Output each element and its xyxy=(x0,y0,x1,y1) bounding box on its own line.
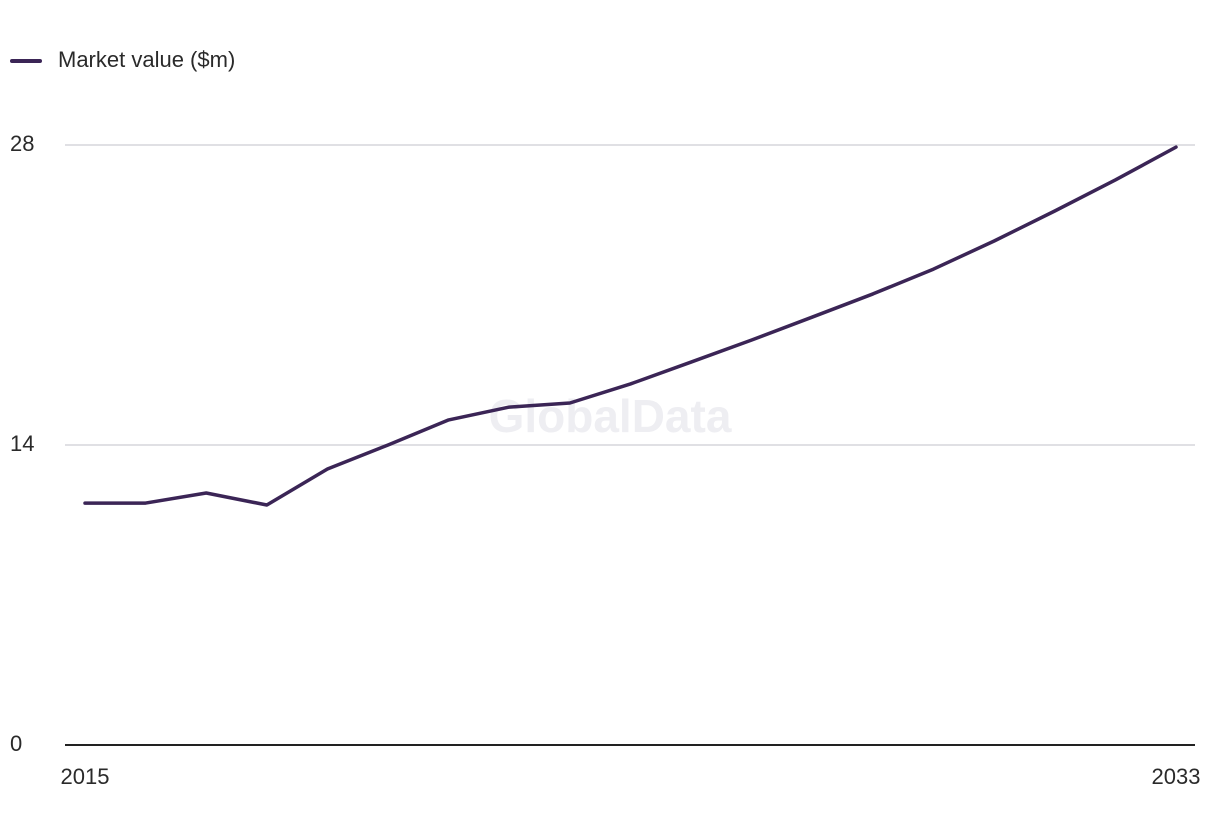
y-tick-label: 14 xyxy=(10,431,34,456)
watermark: GlobalData xyxy=(489,390,732,442)
line xyxy=(83,145,1178,507)
x-tick-label: 2033 xyxy=(1152,764,1201,789)
y-tick-label: 28 xyxy=(10,131,34,156)
legend-label: Market value ($m) xyxy=(58,47,235,72)
x-tick-label: 2015 xyxy=(61,764,110,789)
y-tick-label: 0 xyxy=(10,731,22,756)
